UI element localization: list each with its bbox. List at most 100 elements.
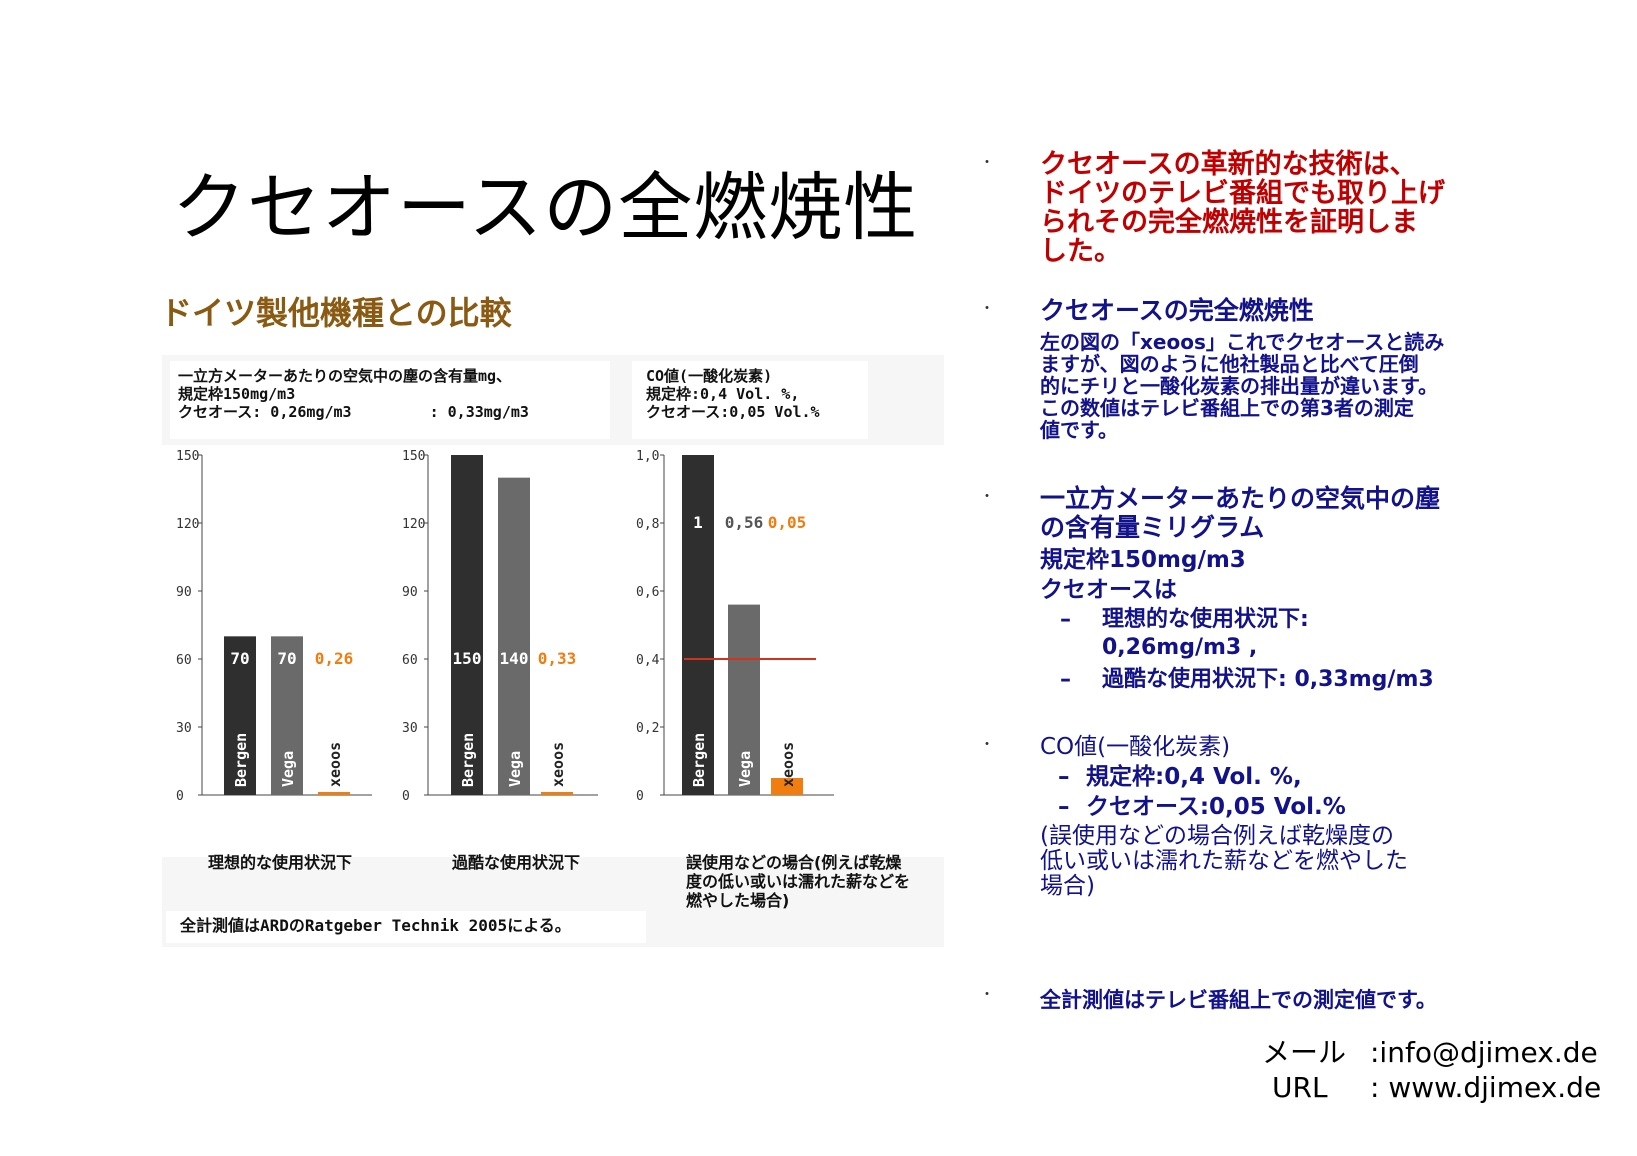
- point-dust-xeoos: クセオースは: [1040, 577, 1177, 603]
- point-dust-ideal: 理想的な使用状況下:: [1102, 607, 1309, 632]
- y-tick-label: 0: [176, 789, 184, 804]
- caption-misuse-line-2: 度の低い或いは濡れた薪などを: [686, 872, 911, 891]
- figure-footnote-text: 全計測値はARDのRatgeber Technik 2005による。: [180, 916, 571, 935]
- bar-charts: 0 30 60 90 120 150 70 Bergen 70 Vega 0,26 xeoos 0 30 6…: [162, 445, 944, 857]
- value-label: 150: [453, 649, 482, 668]
- co-note-line-2: 規定枠:0,4 Vol. %,: [646, 385, 800, 403]
- dash-icon: –: [1060, 667, 1071, 692]
- point-combustion-heading: クセオースの完全燃焼性: [1040, 296, 1314, 325]
- bullet-icon: ・: [980, 987, 994, 1003]
- dash-icon: –: [1058, 794, 1070, 820]
- y-tick-label: 90: [176, 585, 192, 600]
- slide-title: クセオースの全燃焼性: [172, 165, 919, 251]
- bar-vega: [498, 477, 530, 795]
- point-combustion-line-5: 値です。: [1040, 418, 1118, 442]
- category-label: Bergen: [459, 733, 477, 787]
- y-tick-label: 30: [176, 721, 192, 736]
- point-combustion-line-2: ますが、図のように他社製品と比べて圧倒: [1040, 352, 1419, 376]
- y-tick-label: 30: [402, 721, 418, 736]
- dust-note: 一立方メーターあたりの空気中の塵の含有量mg、 規定枠150mg/m3 クセオー…: [170, 361, 610, 439]
- co-note: CO値(一酸化炭素) 規定枠:0,4 Vol. %, クセオース:0,05 Vo…: [632, 361, 868, 439]
- bar-xeoos: [318, 792, 350, 795]
- bar-vega: [271, 636, 303, 795]
- bullet-icon: ・: [980, 489, 994, 505]
- point-dust-limit: 規定枠150mg/m3: [1040, 547, 1246, 573]
- mail-label: メール: [1262, 1036, 1347, 1069]
- value-label: 0,05: [768, 513, 807, 532]
- contact-info: メール :info@djimex.de URL : www.djimex.de: [1262, 1035, 1601, 1105]
- point-co-limit: 規定枠:0,4 Vol. %,: [1086, 764, 1302, 790]
- y-tick-label: 0,6: [636, 585, 659, 600]
- y-tick-label: 1,0: [636, 449, 659, 464]
- caption-harsh: 過酷な使用状況下: [452, 853, 581, 872]
- y-tick-label: 60: [402, 653, 418, 668]
- y-tick-label: 150: [402, 449, 425, 464]
- category-label: xeoos: [326, 742, 344, 787]
- category-label: xeoos: [779, 742, 797, 787]
- y-tick-label: 120: [176, 517, 199, 532]
- url-label: URL: [1272, 1071, 1328, 1104]
- point-combustion-line-4: この数値はテレビ番組上での第3者の測定: [1040, 396, 1414, 420]
- category-label: Vega: [506, 751, 524, 787]
- point-co-heading: CO値(一酸化炭素): [1040, 734, 1231, 760]
- bar-xeoos: [771, 778, 803, 795]
- bullet-icon: ・: [980, 155, 994, 171]
- value-label: 1: [693, 513, 703, 532]
- caption-misuse-line-1: 誤使用などの場合(例えば乾燥: [686, 853, 902, 872]
- value-label: 0,33: [538, 649, 577, 668]
- category-label: Vega: [279, 751, 297, 787]
- bar-bergen: [451, 455, 483, 795]
- y-tick-label: 0: [636, 789, 644, 804]
- co-note-line-3: クセオース:0,05 Vol.%: [646, 403, 820, 421]
- dust-note-line-1: 一立方メーターあたりの空気中の塵の含有量mg、: [178, 367, 512, 385]
- co-note-line-1: CO値(一酸化炭素): [646, 367, 773, 385]
- url-address[interactable]: : www.djimex.de: [1370, 1071, 1602, 1104]
- point-tv-line-4: した。: [1040, 236, 1121, 267]
- category-label: xeoos: [549, 742, 567, 787]
- bar-bergen: [682, 455, 714, 795]
- bar-vega: [728, 604, 760, 795]
- value-label: 0,56: [725, 513, 764, 532]
- value-label: 70: [277, 649, 296, 668]
- y-tick-label: 120: [402, 517, 425, 532]
- bar-bergen: [224, 636, 256, 795]
- slide-subtitle: ドイツ製他機種との比較: [160, 294, 512, 332]
- point-co-xeoos: クセオース:0,05 Vol.%: [1086, 794, 1346, 820]
- y-tick-label: 0,4: [636, 653, 660, 668]
- dust-note-line-3: クセオース: 0,26mg/m3: [178, 403, 352, 421]
- y-tick-label: 90: [402, 585, 418, 600]
- point-combustion-line-3: 的にチリと一酸化炭素の排出量が違います。: [1040, 374, 1438, 398]
- category-label: Bergen: [232, 733, 250, 787]
- dust-note-line-4: : 0,33mg/m3: [429, 403, 529, 421]
- caption-misuse: 誤使用などの場合(例えば乾燥 度の低い或いは濡れた薪などを 燃やした場合): [686, 853, 910, 910]
- value-label: 70: [230, 649, 249, 668]
- point-dust-harsh: 過酷な使用状況下: 0,33mg/m3: [1102, 667, 1434, 692]
- bar-xeoos: [541, 792, 573, 795]
- y-tick-label: 150: [176, 449, 199, 464]
- point-dust-ideal-value: 0,26mg/m3 ,: [1102, 635, 1258, 660]
- comparison-figure: 一立方メーターあたりの空気中の塵の含有量mg、 規定枠150mg/m3 クセオー…: [162, 355, 944, 947]
- point-dust-heading-1: 一立方メーターあたりの空気中の塵: [1040, 484, 1441, 513]
- point-co-note-1: (誤使用などの場合例えば乾燥度の: [1040, 823, 1394, 849]
- point-tv-line-2: ドイツのテレビ番組でも取り上げ: [1040, 178, 1445, 209]
- bullet-icon: ・: [980, 301, 994, 317]
- caption-misuse-line-3: 燃やした場合): [686, 891, 790, 910]
- point-tv-line-1: クセオースの革新的な技術は、: [1040, 149, 1417, 180]
- bullet-icon: ・: [980, 737, 994, 753]
- y-tick-label: 0: [402, 789, 410, 804]
- point-co-note-2: 低い或いは濡れた薪などを燃やした: [1040, 848, 1408, 874]
- point-co-note-3: 場合): [1040, 873, 1095, 899]
- value-label: 0,26: [315, 649, 354, 668]
- point-dust-heading-2: の含有量ミリグラム: [1040, 513, 1265, 542]
- dash-icon: –: [1060, 607, 1071, 632]
- y-tick-label: 60: [176, 653, 192, 668]
- mail-address[interactable]: :info@djimex.de: [1370, 1036, 1598, 1069]
- dash-icon: –: [1058, 764, 1070, 790]
- value-label: 140: [500, 649, 529, 668]
- y-tick-label: 0,8: [636, 517, 659, 532]
- category-label: Bergen: [690, 733, 708, 787]
- caption-ideal: 理想的な使用状況下: [208, 853, 353, 872]
- point-measurement-text: 全計測値はテレビ番組上での測定値です。: [1040, 988, 1437, 1012]
- y-tick-label: 0,2: [636, 721, 659, 736]
- dust-note-line-2: 規定枠150mg/m3: [178, 385, 296, 403]
